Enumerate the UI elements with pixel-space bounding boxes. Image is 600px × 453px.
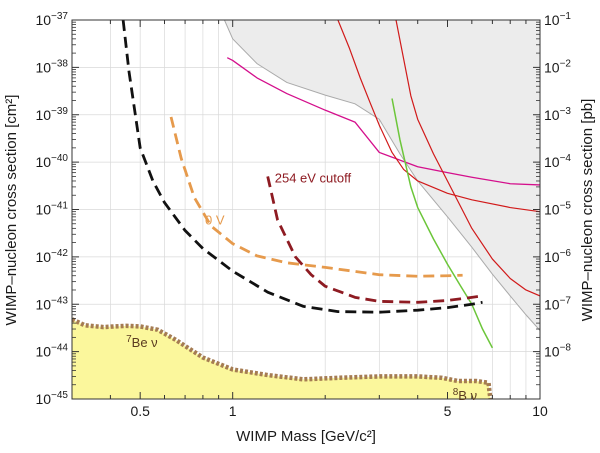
x-tick-label: 0.5 (130, 403, 150, 419)
y-tick-label-right: 10−8 (544, 343, 571, 360)
annotations: 254 eV cutoff 0 V 7Be ν 8B ν (126, 170, 477, 403)
y-axis-title-left: WIMP–nucleon cross section [cm²] (3, 95, 20, 326)
annotation-zero-v-text: 0 V (205, 212, 225, 227)
y-tick-label-left: 10−45 (35, 390, 68, 407)
y-tick-label-right-exponent: −3 (560, 106, 572, 117)
y-tick-label-right-exponent: −6 (560, 248, 572, 259)
y-tick-label-left-exponent: −37 (51, 11, 68, 22)
y-tick-label-left-base: 10 (35, 12, 51, 28)
y-tick-label-left-base: 10 (35, 202, 51, 218)
y-tick-label-left-exponent: −44 (51, 343, 68, 354)
tick-labels: 0.5 1 5 1010−3710−3810−3910−4010−4110−4210−… (35, 11, 571, 419)
y-tick-label-left-base: 10 (35, 344, 51, 360)
excluded-region-fill (223, 20, 540, 332)
tick-marks (71, 19, 541, 400)
y-tick-label-right: 10−1 (544, 11, 571, 28)
y-tick-label-right-exponent: −1 (560, 11, 572, 22)
y-tick-label-left: 10−37 (35, 11, 68, 28)
neutrino-floor-dotted-edge (72, 317, 493, 399)
green-limit-curve (391, 98, 494, 349)
y-tick-label-left-base: 10 (35, 391, 51, 407)
annotation-b8-text: B ν (458, 388, 477, 403)
y-tick-label-right-base: 10 (544, 107, 560, 123)
x-tick-label: 1 (229, 403, 237, 419)
y-tick-label-right-exponent: −7 (560, 295, 572, 306)
y-tick-label-left-exponent: −40 (51, 153, 68, 164)
y-tick-label-left-base: 10 (35, 296, 51, 312)
y-tick-label-left: 10−38 (35, 58, 68, 75)
y-tick-label-left: 10−39 (35, 106, 68, 123)
y-tick-label-right-base: 10 (544, 59, 560, 75)
annotation-b8-sup: 8 (453, 387, 459, 398)
y-tick-label-right: 10−6 (544, 248, 571, 265)
y-tick-label-left-exponent: −38 (51, 58, 68, 69)
y-tick-label-right: 10−5 (544, 201, 571, 218)
black-dashed-projection (121, 20, 483, 314)
y-tick-label-left-base: 10 (35, 154, 51, 170)
y-axis-title-right-text: WIMP–nucleon cross section [pb] (579, 99, 596, 322)
x-axis-title-text: WIMP Mass [GeV/c²] (236, 428, 376, 445)
y-tick-label-left: 10−43 (35, 295, 68, 312)
annotation-be7: 7Be ν (126, 334, 158, 350)
y-tick-label-left-base: 10 (35, 59, 51, 75)
annotation-cutoff-text: 254 eV cutoff (275, 170, 352, 185)
darkred-dashed-projection (266, 176, 483, 304)
y-tick-label-right-exponent: −5 (560, 201, 572, 212)
red-limit-curve-2 (395, 20, 540, 297)
y-tick-label-left-exponent: −39 (51, 106, 68, 117)
y-tick-label-right-base: 10 (544, 344, 560, 360)
y-tick-label-right: 10−3 (544, 106, 571, 123)
y-tick-label-right-base: 10 (544, 12, 560, 28)
x-axis-title: WIMP Mass [GeV/c²] (236, 428, 376, 445)
y-tick-label-left: 10−40 (35, 153, 68, 170)
y-tick-label-right-exponent: −2 (560, 58, 572, 69)
y-tick-label-right-base: 10 (544, 296, 560, 312)
y-tick-label-right-exponent: −8 (560, 343, 572, 354)
annotation-be7-text: Be ν (132, 335, 158, 350)
annotation-zero-v: 0 V (205, 212, 225, 227)
y-tick-label-right: 10−2 (544, 58, 571, 75)
y-tick-label-left-base: 10 (35, 107, 51, 123)
y-tick-label-left-base: 10 (35, 249, 51, 265)
y-axis-title-left-text: WIMP–nucleon cross section [cm²] (3, 95, 20, 326)
x-tick-label: 5 (444, 403, 452, 419)
y-tick-label-left: 10−44 (35, 343, 68, 360)
y-tick-label-left: 10−42 (35, 248, 68, 265)
y-tick-label-right-base: 10 (544, 249, 560, 265)
y-tick-label-right-exponent: −4 (560, 153, 572, 164)
y-tick-label-right: 10−7 (544, 295, 571, 312)
y-tick-label-right-base: 10 (544, 202, 560, 218)
orange-dashed-projection (169, 116, 463, 278)
y-axis-title-right: WIMP–nucleon cross section [pb] (579, 99, 596, 322)
annotation-cutoff: 254 eV cutoff (275, 170, 352, 185)
y-tick-label-left-exponent: −45 (51, 390, 68, 401)
y-tick-label-left-exponent: −42 (51, 248, 68, 259)
neutrino-floor-fill (72, 319, 491, 399)
red-limit-curve-1 (337, 20, 540, 213)
annotation-be7-sup: 7 (126, 334, 132, 345)
y-tick-label-left-exponent: −43 (51, 295, 68, 306)
x-tick-label: 10 (532, 403, 548, 419)
annotation-b8: 8B ν (453, 387, 477, 403)
y-tick-label-left-exponent: −41 (51, 201, 68, 212)
magenta-limit-curve (226, 57, 540, 186)
y-tick-label-right-base: 10 (544, 154, 560, 170)
y-tick-label-left: 10−41 (35, 201, 68, 218)
y-tick-label-right: 10−4 (544, 153, 571, 170)
